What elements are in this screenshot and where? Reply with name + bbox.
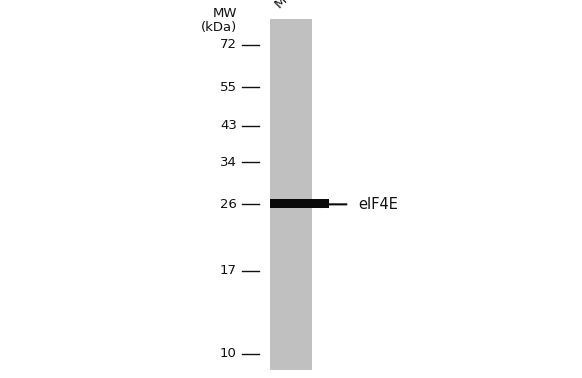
Text: 43: 43 (220, 119, 237, 132)
Text: (kDa): (kDa) (201, 21, 237, 34)
Text: 26: 26 (220, 198, 237, 211)
Text: 55: 55 (220, 81, 237, 93)
Text: 10: 10 (220, 347, 237, 361)
Text: 72: 72 (220, 39, 237, 51)
Text: 17: 17 (220, 264, 237, 277)
Text: MW: MW (212, 7, 237, 20)
Bar (291, 202, 325, 207)
Text: 34: 34 (220, 156, 237, 169)
Text: eIF4E: eIF4E (358, 197, 398, 212)
Text: Mouse testis: Mouse testis (273, 0, 342, 11)
Bar (270, 19, 312, 370)
Bar (270, 199, 329, 208)
